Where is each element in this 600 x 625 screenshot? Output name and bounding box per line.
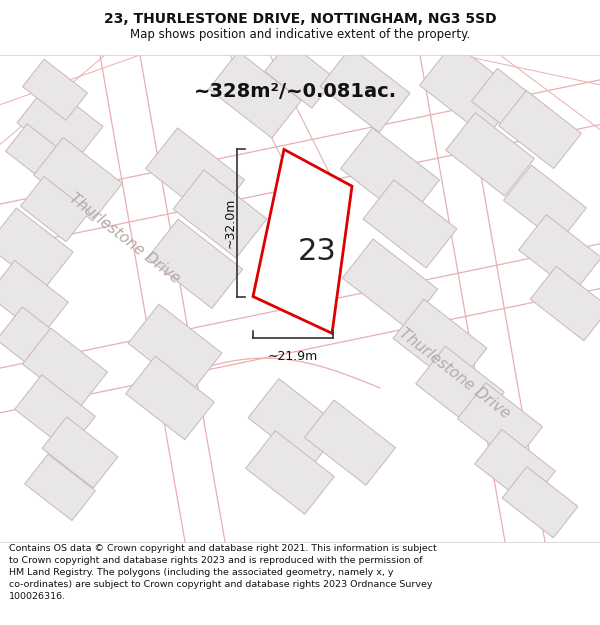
Polygon shape: [472, 68, 548, 141]
Polygon shape: [17, 84, 103, 166]
Polygon shape: [209, 51, 301, 138]
Polygon shape: [457, 382, 542, 462]
Text: 23, THURLESTONE DRIVE, NOTTINGHAM, NG3 5SD: 23, THURLESTONE DRIVE, NOTTINGHAM, NG3 5…: [104, 12, 496, 26]
Polygon shape: [253, 149, 352, 333]
Polygon shape: [499, 91, 581, 169]
Polygon shape: [446, 112, 535, 196]
Text: Map shows position and indicative extent of the property.: Map shows position and indicative extent…: [130, 28, 470, 41]
Polygon shape: [23, 59, 88, 121]
Polygon shape: [265, 42, 335, 108]
Polygon shape: [42, 417, 118, 488]
Polygon shape: [363, 180, 457, 268]
Polygon shape: [503, 165, 586, 243]
Polygon shape: [25, 454, 95, 521]
Polygon shape: [248, 379, 342, 467]
Polygon shape: [5, 124, 70, 185]
Polygon shape: [245, 431, 334, 514]
Polygon shape: [34, 138, 122, 221]
Text: Thurlestone Drive: Thurlestone Drive: [67, 191, 184, 287]
Polygon shape: [14, 375, 95, 451]
Polygon shape: [173, 170, 267, 258]
Text: Thurlestone Drive: Thurlestone Drive: [397, 325, 514, 421]
Polygon shape: [416, 346, 505, 430]
Polygon shape: [0, 261, 68, 336]
Polygon shape: [320, 48, 410, 132]
Polygon shape: [22, 328, 107, 408]
Polygon shape: [0, 307, 74, 379]
Text: ~328m²/~0.081ac.: ~328m²/~0.081ac.: [193, 82, 397, 101]
Polygon shape: [125, 356, 214, 439]
Polygon shape: [20, 176, 89, 242]
Polygon shape: [128, 304, 222, 392]
Text: 23: 23: [298, 237, 337, 266]
Text: Contains OS data © Crown copyright and database right 2021. This information is : Contains OS data © Crown copyright and d…: [9, 544, 437, 601]
Polygon shape: [530, 266, 600, 341]
Polygon shape: [419, 42, 520, 138]
Text: ~21.9m: ~21.9m: [268, 350, 318, 363]
Polygon shape: [518, 215, 600, 293]
Polygon shape: [502, 467, 578, 538]
Polygon shape: [146, 128, 244, 221]
Polygon shape: [393, 299, 487, 388]
Polygon shape: [475, 429, 556, 506]
Text: ~32.0m: ~32.0m: [223, 198, 236, 248]
Polygon shape: [304, 400, 395, 485]
Polygon shape: [148, 219, 242, 308]
Polygon shape: [343, 239, 437, 328]
Polygon shape: [341, 128, 439, 221]
Polygon shape: [0, 208, 73, 289]
